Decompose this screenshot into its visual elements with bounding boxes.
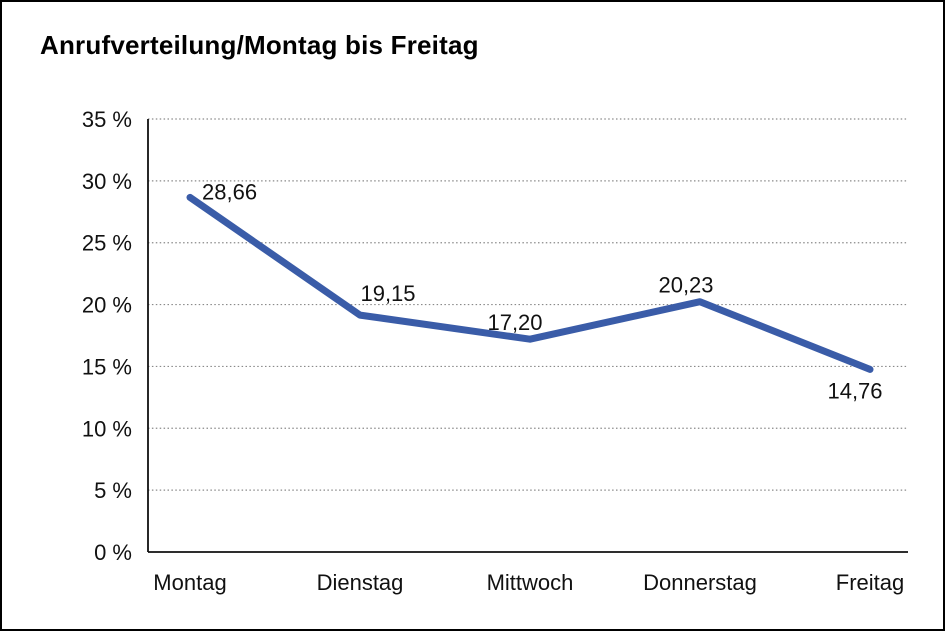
point-value-label: 19,15 xyxy=(360,281,415,306)
y-tick-labels-group: 0 % 5 % 10 % 15 % 20 % 25 % 30 % 35 % xyxy=(82,107,132,565)
point-value-label: 14,76 xyxy=(827,378,882,403)
point-value-labels-group: 28,66 19,15 17,20 20,23 14,76 xyxy=(202,179,883,403)
gridlines-group xyxy=(148,118,908,491)
y-tick-label: 35 % xyxy=(82,107,132,132)
series-group xyxy=(186,193,874,373)
y-tick-label: 0 % xyxy=(94,540,132,565)
x-category-label: Donnerstag xyxy=(643,570,757,595)
y-tick-label: 25 % xyxy=(82,231,132,256)
series-line xyxy=(186,193,874,373)
y-tick-label: 30 % xyxy=(82,169,132,194)
y-tick-label: 15 % xyxy=(82,354,132,379)
x-category-label: Freitag xyxy=(836,570,904,595)
y-tick-label: 10 % xyxy=(82,416,132,441)
y-tick-label: 5 % xyxy=(94,478,132,503)
y-tick-label: 20 % xyxy=(82,293,132,318)
x-category-label: Dienstag xyxy=(317,570,404,595)
chart-title: Anrufverteilung/Montag bis Freitag xyxy=(40,30,479,60)
x-category-label: Mittwoch xyxy=(487,570,574,595)
x-category-label: Montag xyxy=(153,570,226,595)
axes-group xyxy=(147,119,908,553)
point-value-label: 17,20 xyxy=(487,310,542,335)
point-value-label: 28,66 xyxy=(202,179,257,204)
point-value-label: 20,23 xyxy=(658,273,713,298)
x-category-labels-group: Montag Dienstag Mittwoch Donnerstag Freitag xyxy=(153,570,904,595)
